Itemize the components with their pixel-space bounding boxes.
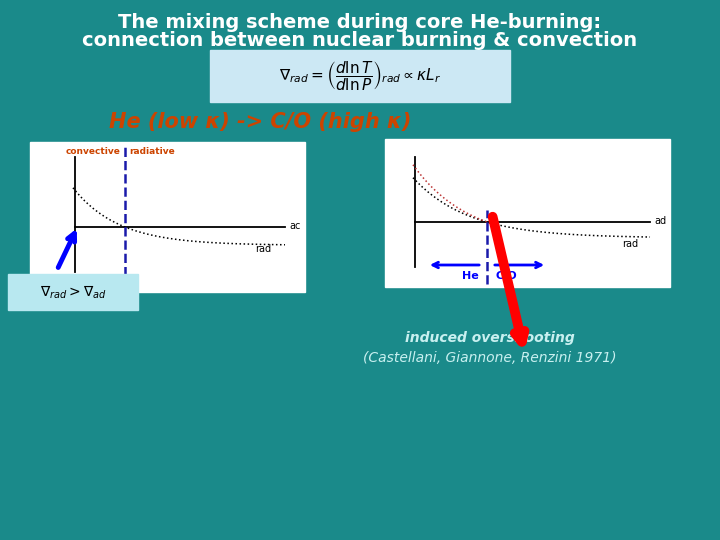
Text: He: He: [462, 271, 479, 281]
Text: rad: rad: [622, 239, 638, 249]
Text: (Castellani, Giannone, Renzini 1971): (Castellani, Giannone, Renzini 1971): [364, 351, 617, 365]
Text: $\nabla_{rad} > \nabla_{ad}$: $\nabla_{rad} > \nabla_{ad}$: [40, 284, 107, 301]
Bar: [8, 274, 138, 310]
Text: induced overshooting: induced overshooting: [405, 331, 575, 345]
Text: connection between nuclear burning & convection: connection between nuclear burning & con…: [82, 30, 638, 50]
Text: C/O: C/O: [495, 271, 517, 281]
Text: radiative: radiative: [129, 147, 175, 156]
Text: The mixing scheme during core He-burning:: The mixing scheme during core He-burning…: [118, 12, 602, 31]
Text: ad: ad: [654, 216, 666, 226]
Text: convective: convective: [66, 147, 121, 156]
Bar: [210, 50, 510, 102]
Text: He (low κ) -> C/O (high κ): He (low κ) -> C/O (high κ): [109, 112, 411, 132]
Bar: [385, 139, 670, 287]
Bar: [30, 142, 305, 292]
Text: $\nabla_{rad} = \left(\dfrac{d\ln T}{d\ln P}\right)_{rad} \propto \kappa L_r$: $\nabla_{rad} = \left(\dfrac{d\ln T}{d\l…: [279, 58, 441, 91]
Text: ac: ac: [289, 221, 300, 231]
Text: rad: rad: [255, 244, 271, 254]
